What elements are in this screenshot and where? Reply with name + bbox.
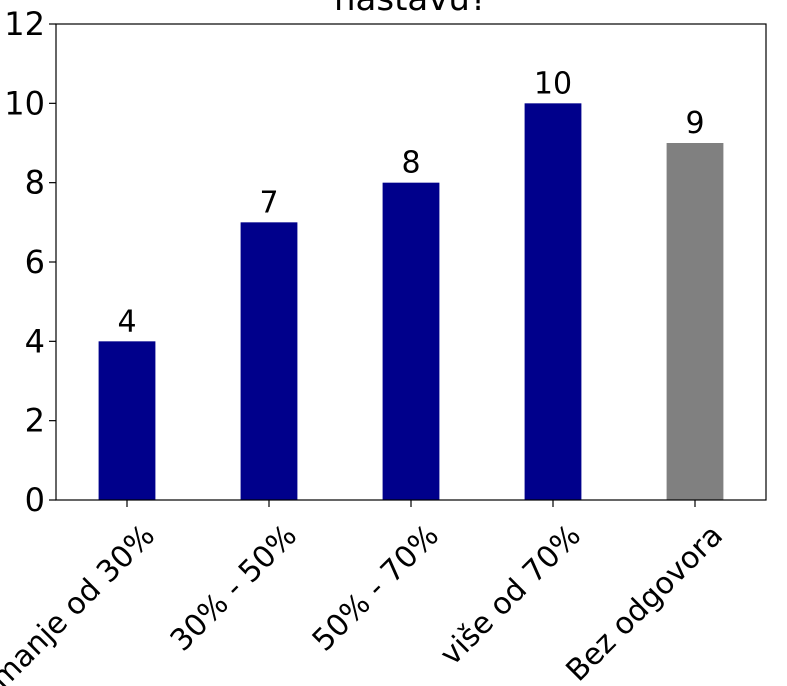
x-tick-label: manje od 30% bbox=[0, 518, 162, 686]
plot-frame bbox=[55, 23, 767, 501]
bar bbox=[524, 103, 582, 500]
bar bbox=[98, 341, 156, 500]
x-tick-label: 50% - 70% bbox=[306, 518, 446, 658]
bar bbox=[240, 222, 298, 501]
bar-value-label: 8 bbox=[401, 146, 420, 181]
bar-value-label: 7 bbox=[259, 185, 278, 220]
bar-value-label: 9 bbox=[685, 106, 704, 141]
y-tick-label: 0 bbox=[25, 481, 45, 519]
bar bbox=[382, 182, 440, 500]
bars-group bbox=[98, 103, 724, 501]
x-tick-label: 30% - 50% bbox=[164, 518, 304, 658]
bar-labels-group: 4 7 8 10 9 bbox=[117, 66, 704, 339]
x-axis: manje od 30% 30% - 50% 50% - 70%više od 70… bbox=[0, 500, 730, 686]
bar-value-label: 10 bbox=[534, 66, 572, 101]
y-tick-label: 6 bbox=[25, 243, 45, 281]
y-axis: 0 2 4 6 8 10 12 bbox=[4, 5, 56, 519]
y-tick-label: 4 bbox=[25, 322, 45, 360]
y-tick-label: 8 bbox=[25, 164, 45, 202]
x-tick-label: više od 70% bbox=[434, 518, 588, 672]
bar-value-label: 4 bbox=[117, 304, 136, 339]
bar bbox=[666, 143, 724, 500]
y-tick-label: 10 bbox=[4, 84, 45, 122]
chart-title: nastavu? bbox=[334, 0, 488, 19]
y-tick-label: 2 bbox=[25, 402, 45, 440]
y-tick-label: 12 bbox=[4, 5, 45, 43]
